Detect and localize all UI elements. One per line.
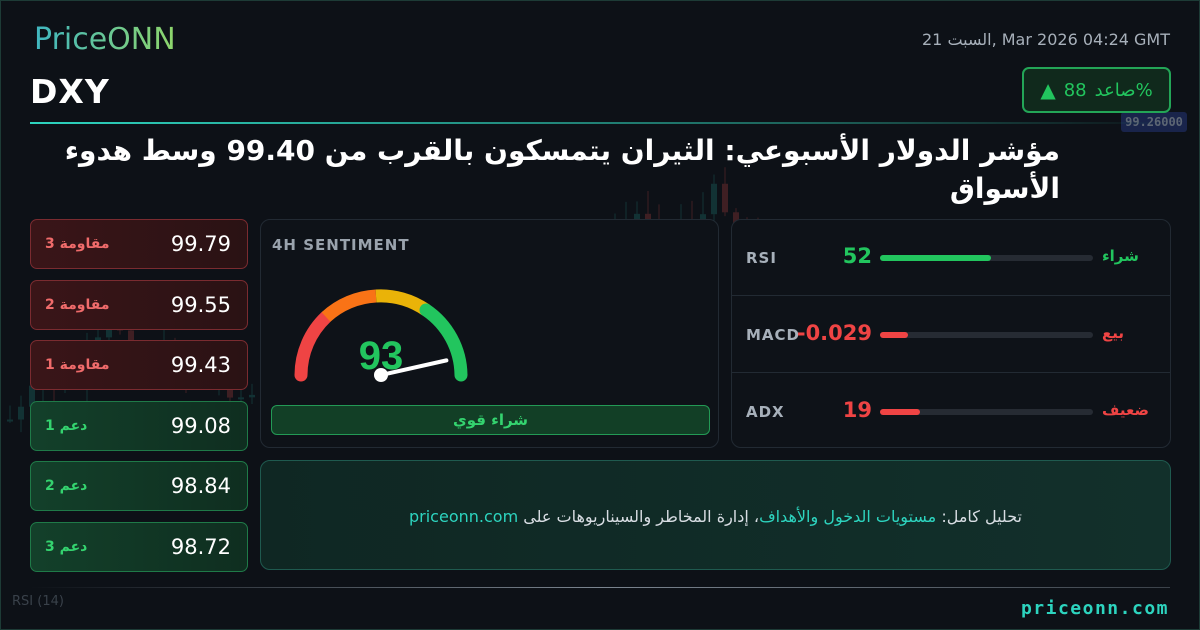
datetime: 21 السبت, Mar 2026 04:24 GMT [921, 30, 1170, 49]
level-support-2: دعم 2 98.84 [30, 461, 248, 511]
level-price: 99.79 [170, 232, 231, 256]
divider [30, 587, 1170, 588]
bg-candle-body [645, 213, 651, 221]
gauge-segment-orange [321, 289, 377, 322]
rsi-period: (14) [37, 594, 64, 609]
promo-middle: ، إدارة المخاطر والسيناريوهات على [518, 507, 760, 526]
indicator-name: MACD [746, 326, 800, 344]
promo-site-link[interactable]: priceonn.com [409, 507, 519, 526]
bg-candle-body [238, 397, 244, 400]
level-label: دعم 2 [45, 478, 88, 494]
level-resistance-1: مقاومة 1 99.43 [30, 340, 248, 390]
indicator-signal: شراء [1102, 247, 1139, 265]
indicator-value: 52 [842, 244, 872, 268]
sentiment-verdict: شراء قوي [271, 405, 710, 435]
indicator-rsi: RSI 52 شراء [732, 220, 1170, 296]
bg-candle-body [7, 419, 13, 422]
level-price: 99.55 [170, 292, 231, 317]
indicator-bar [880, 332, 1093, 338]
indicator-value: -0.029 [796, 321, 872, 345]
page-title: مؤشر الدولار الأسبوعي: الثيران يتمسكون ب… [64, 134, 1060, 205]
indicators-card: RSI 52 شراء MACD -0.029 بيع ADX 19 ضعيف [731, 219, 1171, 448]
background-rsi-label: RSI (14) [12, 594, 64, 609]
promo-accent: مستويات الدخول والأهداف [759, 507, 937, 526]
indicator-bar-fill [880, 255, 991, 261]
indicator-name: ADX [746, 403, 785, 421]
level-label: مقاومة 3 [45, 236, 110, 252]
indicator-bar [880, 255, 1093, 261]
level-resistance-2: مقاومة 2 99.55 [30, 279, 248, 330]
level-resistance-3: مقاومة 3 99.79 [30, 219, 248, 269]
gauge-segment-red [294, 310, 333, 382]
promo-banner[interactable]: تحليل كامل: مستويات الدخول والأهداف، إدا… [260, 460, 1171, 570]
triangle-up-icon: ▲ [1040, 78, 1056, 102]
level-price: 98.84 [170, 474, 231, 498]
level-label: مقاومة 2 [45, 296, 110, 313]
bg-candle-body [722, 183, 728, 213]
indicator-bar [880, 409, 1093, 415]
indicator-signal: بيع [1102, 324, 1125, 342]
promo-text: تحليل كامل: مستويات الدخول والأهداف، إدا… [261, 507, 1170, 526]
indicator-macd: MACD -0.029 بيع [732, 297, 1170, 373]
trend-label: صاعد% [1094, 79, 1153, 101]
sentiment-gauge: 93 [294, 289, 468, 382]
gauge-pivot [374, 368, 388, 382]
bg-candle-body [29, 385, 35, 407]
level-label: مقاومة 1 [45, 357, 110, 373]
level-label: دعم 3 [45, 538, 88, 555]
bg-candle-body [733, 212, 739, 226]
rsi-label: RSI [12, 594, 34, 609]
bg-candle-body [106, 321, 112, 338]
gauge-needle [379, 358, 449, 377]
indicator-name: RSI [746, 249, 777, 267]
bg-candle-body [711, 183, 717, 215]
level-label: دعم 1 [45, 417, 88, 434]
sentiment-card: 4H SENTIMENT 93 شراء قوي [260, 219, 719, 448]
indicator-value: 19 [842, 398, 872, 422]
sentiment-title: 4H SENTIMENT [272, 236, 410, 254]
gauge-segment-yellow [375, 289, 430, 316]
logo: PriceONN [34, 22, 176, 57]
bg-candle-body [249, 394, 255, 398]
trend-value: 88 [1063, 79, 1087, 101]
level-support-1: دعم 1 99.08 [30, 400, 248, 451]
level-price: 99.43 [170, 353, 231, 377]
trend-badge: ▲ 88 صاعد% [1022, 67, 1171, 113]
level-price: 99.08 [170, 413, 231, 438]
indicator-bar-fill [880, 332, 908, 338]
bg-candle-body [18, 406, 24, 420]
indicator-adx: ADX 19 ضعيف [732, 374, 1170, 450]
indicator-bar-fill [880, 409, 921, 415]
gauge-segment-green [419, 303, 468, 382]
level-support-3: دعم 3 98.72 [30, 521, 248, 572]
divider [30, 122, 1170, 124]
footer-url[interactable]: priceonn.com [1020, 598, 1169, 619]
promo-prefix: تحليل كامل: [936, 507, 1022, 526]
level-price: 98.72 [170, 534, 231, 559]
indicator-signal: ضعيف [1102, 401, 1149, 419]
levels-list: مقاومة 3 99.79 مقاومة 2 99.55 مقاومة 1 99.4… [30, 219, 248, 582]
symbol-title: DXY [30, 72, 110, 111]
